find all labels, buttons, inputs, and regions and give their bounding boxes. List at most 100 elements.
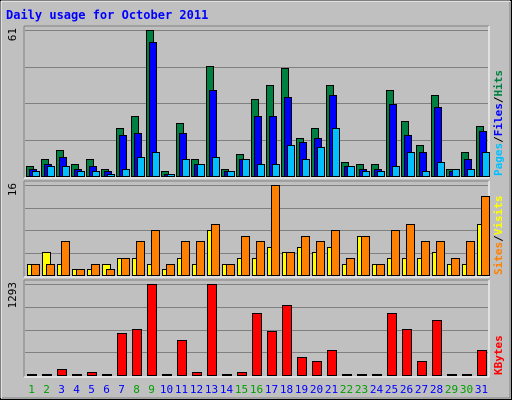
- axis-labels: 61Pages/Files/Hits16Sites/Visits1293KByt…: [6, 28, 505, 396]
- panel-2-legend-label: Sites/Visits: [492, 196, 505, 276]
- bar-kbytes-day-2: [42, 374, 52, 376]
- bar-pages-day-17: [272, 164, 280, 177]
- bar-pages-day-13: [212, 157, 220, 177]
- bar-pages-day-31: [482, 152, 490, 177]
- bar-pages-day-8: [137, 157, 145, 177]
- bar-kbytes-day-24: [372, 374, 382, 376]
- bar-kbytes-day-31: [477, 350, 487, 376]
- x-tick-label-day-3: 3: [58, 383, 65, 396]
- bar-pages-day-7: [122, 169, 130, 177]
- x-tick-label-day-4: 4: [73, 383, 80, 396]
- bar-sites-day-29: [451, 258, 460, 276]
- bar-pages-day-22: [347, 166, 355, 177]
- panel-3-max-label: 1293: [6, 282, 19, 309]
- bar-kbytes-day-15: [237, 372, 247, 376]
- chart-title: Daily usage for October 2011: [6, 8, 208, 22]
- legend-part-visits: Visits: [492, 196, 505, 236]
- bar-pages-day-16: [257, 164, 265, 177]
- legend-part-slash: /: [492, 235, 505, 242]
- bar-kbytes-day-17: [267, 331, 277, 376]
- bar-sites-day-5: [91, 264, 100, 276]
- bar-sites-day-17: [271, 185, 280, 276]
- bar-sites-day-25: [391, 230, 400, 276]
- legend-part-files: Files: [492, 103, 505, 136]
- x-tick-label-day-31: 31: [475, 383, 488, 396]
- bar-pages-day-10: [167, 174, 175, 177]
- bar-kbytes-day-5: [87, 372, 97, 376]
- bar-pages-day-1: [32, 171, 40, 177]
- bar-kbytes-day-9: [147, 284, 157, 376]
- x-tick-label-day-11: 11: [175, 383, 188, 396]
- bar-pages-day-24: [377, 171, 385, 177]
- bar-kbytes-day-11: [177, 340, 187, 376]
- bar-files-day-25: [389, 104, 397, 177]
- x-tick-label-day-9: 9: [148, 383, 155, 396]
- x-tick-label-day-25: 25: [385, 383, 398, 396]
- x-tick-label-day-10: 10: [160, 383, 173, 396]
- bar-kbytes-day-30: [462, 374, 472, 376]
- bars: [26, 30, 490, 376]
- x-tick-label-day-13: 13: [205, 383, 218, 396]
- x-tick-label-day-6: 6: [103, 383, 110, 396]
- bar-pages-day-20: [317, 147, 325, 177]
- bar-pages-day-2: [47, 166, 55, 177]
- bar-kbytes-day-27: [417, 361, 427, 376]
- legend-part-sites: Sites: [492, 242, 505, 275]
- bar-pages-day-23: [362, 171, 370, 177]
- bar-kbytes-day-20: [312, 361, 322, 376]
- bar-pages-day-28: [437, 162, 445, 177]
- bar-sites-day-30: [466, 241, 475, 276]
- x-tick-label-day-22: 22: [340, 383, 353, 396]
- bar-kbytes-day-3: [57, 369, 67, 376]
- bar-pages-day-29: [452, 169, 460, 177]
- bar-kbytes-day-1: [27, 374, 37, 376]
- legend-part-kbytes: KBytes: [492, 335, 505, 375]
- panel-1-max-label: 61: [6, 28, 19, 41]
- x-tick-label-day-19: 19: [295, 383, 308, 396]
- bar-sites-day-24: [376, 264, 385, 276]
- legend-part-slash: /: [492, 136, 505, 143]
- bar-kbytes-day-22: [342, 374, 352, 376]
- bar-sites-day-19: [301, 236, 310, 276]
- bar-sites-day-12: [196, 241, 205, 276]
- bar-kbytes-day-29: [447, 374, 457, 376]
- x-tick-label-day-8: 8: [133, 383, 140, 396]
- bar-sites-day-22: [346, 258, 355, 276]
- bar-pages-day-14: [227, 171, 235, 177]
- x-tick-label-day-29: 29: [445, 383, 458, 396]
- bar-kbytes-day-7: [117, 333, 127, 376]
- bar-pages-day-21: [332, 128, 340, 177]
- bar-pages-day-25: [392, 166, 400, 177]
- bar-sites-day-8: [136, 241, 145, 276]
- x-tick-label-day-14: 14: [220, 383, 234, 396]
- bar-pages-day-26: [407, 152, 415, 177]
- legend-part-pages: Pages: [492, 143, 505, 176]
- x-tick-label-day-5: 5: [88, 383, 95, 396]
- bar-sites-day-20: [316, 241, 325, 276]
- bar-sites-day-15: [241, 236, 250, 276]
- bar-pages-day-19: [302, 159, 310, 177]
- bar-pages-day-30: [467, 169, 475, 177]
- bar-kbytes-day-4: [72, 374, 82, 376]
- bar-kbytes-day-10: [162, 374, 172, 376]
- panel-2-max-label: 16: [6, 183, 19, 196]
- bar-sites-day-31: [481, 196, 490, 276]
- x-tick-label-day-15: 15: [235, 383, 248, 396]
- x-tick-label-day-1: 1: [28, 383, 35, 396]
- x-tick-label-day-23: 23: [355, 383, 368, 396]
- bar-pages-day-18: [287, 145, 295, 177]
- bar-sites-day-6: [106, 269, 115, 276]
- x-tick-label-day-27: 27: [415, 383, 428, 396]
- bar-sites-day-16: [256, 241, 265, 276]
- x-tick-label-day-20: 20: [310, 383, 323, 396]
- legend-part-slash: /: [492, 96, 505, 103]
- bar-kbytes-day-28: [432, 320, 442, 376]
- x-tick-label-day-28: 28: [430, 383, 443, 396]
- bar-sites-day-13: [211, 224, 220, 276]
- bar-kbytes-day-13: [207, 284, 217, 376]
- bar-sites-day-2: [46, 264, 55, 276]
- bar-sites-day-10: [166, 264, 175, 276]
- bar-sites-day-26: [406, 224, 415, 276]
